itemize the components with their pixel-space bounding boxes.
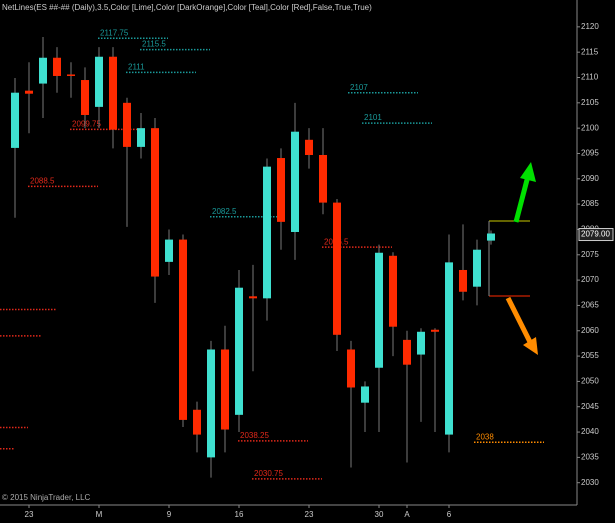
projection-box bbox=[488, 220, 530, 297]
y-tick-label: 2030 bbox=[581, 478, 599, 487]
level-label: 2115.5 bbox=[142, 40, 166, 49]
candle-body bbox=[291, 131, 299, 232]
y-tick-label: 2045 bbox=[581, 402, 599, 411]
y-tick-label: 2060 bbox=[581, 326, 599, 335]
candle-body bbox=[151, 128, 159, 277]
arrow-shaft bbox=[505, 296, 533, 344]
level-label: 2111 bbox=[128, 63, 145, 72]
y-tick-label: 2105 bbox=[581, 98, 599, 107]
candle-body bbox=[403, 339, 411, 365]
y-tick-label: 2035 bbox=[581, 452, 599, 461]
x-tick-label: 16 bbox=[235, 510, 244, 519]
candle-body bbox=[39, 57, 47, 84]
x-tick-label: 23 bbox=[305, 510, 314, 519]
candle-body bbox=[81, 80, 89, 115]
level-label: 2038.25 bbox=[240, 431, 269, 440]
candle-body bbox=[109, 56, 117, 130]
last-price-box bbox=[578, 228, 614, 242]
candle-body bbox=[473, 249, 481, 287]
level-label: 2101 bbox=[364, 113, 382, 122]
candle-body bbox=[375, 252, 383, 368]
candle-body bbox=[445, 262, 453, 435]
arrow-shaft bbox=[513, 175, 531, 223]
y-tick-label: 2115 bbox=[581, 47, 599, 56]
candle-body bbox=[361, 386, 369, 403]
y-tick-label: 2075 bbox=[581, 250, 599, 259]
candle-body bbox=[487, 233, 495, 241]
candle-body bbox=[179, 239, 187, 420]
x-tick-label: A bbox=[404, 510, 410, 519]
arrow-head bbox=[520, 162, 536, 182]
y-tick-label: 2050 bbox=[581, 377, 599, 386]
candle-body bbox=[389, 255, 397, 327]
candle-body bbox=[53, 57, 61, 76]
x-tick-label: 30 bbox=[375, 510, 384, 519]
level-label: 2088.5 bbox=[30, 177, 55, 186]
y-tick-label: 2110 bbox=[581, 73, 599, 82]
candle-body bbox=[95, 56, 103, 107]
x-tick-label: M bbox=[96, 510, 103, 519]
candle-body bbox=[459, 269, 467, 292]
candle-body bbox=[263, 166, 271, 299]
x-tick-label: 6 bbox=[447, 510, 452, 519]
candle-body bbox=[193, 409, 201, 435]
level-label: 2030.75 bbox=[254, 469, 283, 478]
candle-body bbox=[123, 102, 131, 147]
y-tick-label: 2055 bbox=[581, 351, 599, 360]
arrow-head bbox=[523, 337, 538, 355]
y-tick-label: 2090 bbox=[581, 174, 599, 183]
candle-body bbox=[25, 90, 33, 94]
y-tick-label: 2065 bbox=[581, 301, 599, 310]
x-tick-label: 9 bbox=[167, 510, 172, 519]
candle-body bbox=[207, 349, 215, 458]
x-tick-label: 23 bbox=[25, 510, 34, 519]
y-tick-label: 2095 bbox=[581, 149, 599, 158]
candle-body bbox=[11, 92, 19, 148]
candle-body bbox=[431, 329, 439, 332]
up-arrow bbox=[513, 162, 536, 223]
level-label: 2082.5 bbox=[212, 207, 237, 216]
down-arrow bbox=[505, 296, 538, 355]
candle-body bbox=[319, 154, 327, 203]
candle-body bbox=[347, 349, 355, 388]
candle-body bbox=[67, 74, 75, 76]
candle-body bbox=[221, 349, 229, 430]
candle-body bbox=[249, 296, 257, 299]
copyright: © 2015 NinjaTrader, LLC bbox=[2, 493, 91, 502]
y-tick-label: 2085 bbox=[581, 199, 599, 208]
level-label: 2099.75 bbox=[72, 120, 101, 129]
candle-body bbox=[165, 239, 173, 262]
y-tick-label: 2040 bbox=[581, 427, 599, 436]
candle-body bbox=[235, 287, 243, 415]
level-label: 2038 bbox=[476, 432, 494, 441]
chart-title: NetLines(ES ##-## (Daily),3.5,Color [Lim… bbox=[2, 3, 372, 12]
candle-body bbox=[305, 139, 313, 155]
last-price-label: 2079.00 bbox=[581, 230, 610, 239]
y-tick-label: 2100 bbox=[581, 123, 599, 132]
level-label: 2117.75 bbox=[100, 28, 129, 37]
candle-body bbox=[333, 202, 341, 335]
level-label: 2107 bbox=[350, 83, 368, 92]
y-tick-label: 2120 bbox=[581, 22, 599, 31]
candle-body bbox=[137, 128, 145, 147]
y-tick-label: 2070 bbox=[581, 275, 599, 284]
candle-body bbox=[277, 158, 285, 222]
candle-body bbox=[417, 331, 425, 355]
